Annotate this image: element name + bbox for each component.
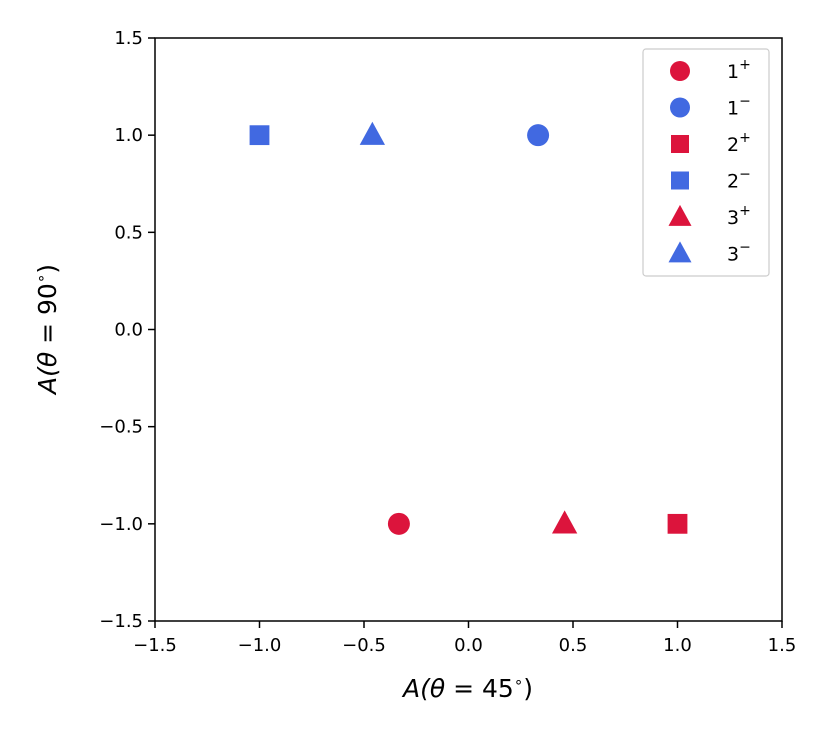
data-point-circle (527, 124, 550, 147)
x-tick-label: 1.0 (663, 635, 692, 656)
data-point-square (249, 125, 270, 146)
legend-marker-circle (670, 61, 690, 81)
x-tick-label: 0.5 (559, 635, 588, 656)
y-tick-label: −1.5 (99, 611, 143, 632)
legend-label: 2+ (727, 130, 751, 156)
data-point-square (667, 513, 688, 534)
legend-label: 2− (727, 167, 751, 193)
y-tick-label: −0.5 (99, 417, 143, 438)
x-axis-ticks: −1.5 −1.0 −0.5 0.0 0.5 1.0 1.5 (133, 621, 796, 656)
x-tick-label: −1.5 (133, 635, 177, 656)
x-axis-label: A(θ = 45∘) (401, 673, 533, 703)
y-axis-label: A(θ = 90∘) (32, 264, 62, 396)
data-point-circle (387, 512, 410, 535)
y-axis-ticks: −1.5 −1.0 −0.5 0.0 0.5 1.0 1.5 (99, 28, 155, 632)
data-points (249, 121, 688, 535)
legend-label: 3− (727, 240, 751, 266)
legend-label: 1+ (727, 57, 751, 83)
x-tick-label: −1.0 (238, 635, 282, 656)
legend-label: 3+ (727, 203, 751, 229)
data-point-triangle (359, 121, 386, 145)
y-tick-label: 0.5 (114, 222, 143, 243)
legend: 1+ 1− 2+ 2− 3+ 3− (642, 48, 770, 277)
y-tick-label: 1.5 (114, 28, 143, 49)
legend-label: 1− (727, 94, 751, 120)
data-point-triangle (551, 510, 578, 534)
legend-marker-square (671, 171, 689, 190)
legend-marker-circle (670, 97, 690, 118)
legend-marker-square (671, 135, 689, 153)
y-tick-label: 1.0 (114, 125, 143, 146)
legend-marker-triangle (668, 241, 692, 263)
x-tick-label: 0.0 (454, 635, 483, 656)
x-tick-label: −0.5 (342, 635, 386, 656)
legend-marker-triangle (668, 204, 692, 226)
y-tick-label: −1.0 (99, 514, 143, 535)
x-tick-label: 1.5 (768, 635, 797, 656)
y-tick-label: 0.0 (114, 320, 143, 341)
